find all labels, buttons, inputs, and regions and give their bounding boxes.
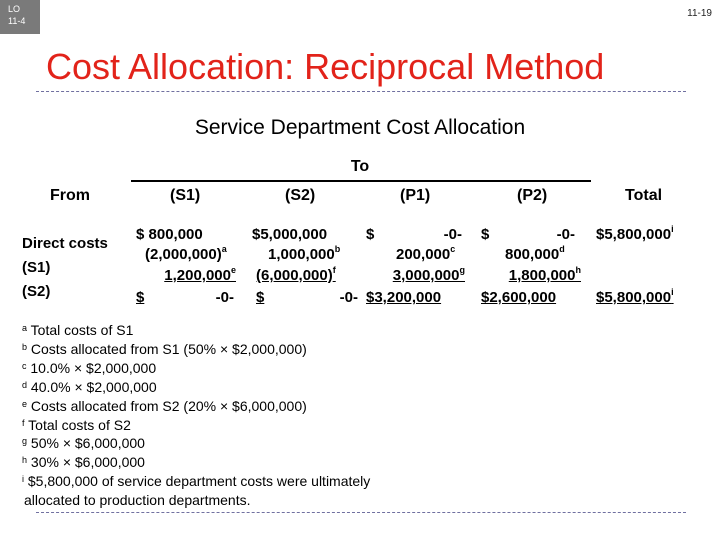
footnote-b: b Costs allocated from S1 (50% × $2,000,… <box>22 340 307 357</box>
s2-ending-balance: $ -0- <box>256 289 358 306</box>
footnote-c: c 10.0% × $2,000,000 <box>22 359 157 376</box>
page-number: 11-19 <box>687 8 712 19</box>
lo-label: LO <box>8 4 21 14</box>
footer-divider <box>36 512 686 513</box>
p2-total: $2,600,000 <box>481 289 557 306</box>
footnote-a: a Total costs of S1 <box>22 322 134 338</box>
s2-direct-cost: $5,000,000 <box>252 226 328 243</box>
p1-total: $3,200,000 <box>366 289 442 306</box>
to-underline <box>131 180 591 182</box>
s1-allocated-from-s2: 1,200,000e <box>164 265 236 284</box>
title-divider <box>36 91 686 92</box>
lo-number: 11-4 <box>8 16 26 26</box>
footnote-i: i $5,800,000 of service department costs… <box>22 473 371 490</box>
p2-allocated-from-s2: 1,800,000h <box>508 265 581 284</box>
table-subtitle: Service Department Cost Allocation <box>194 116 526 139</box>
p2-allocated-from-s1: 800,000d <box>505 244 565 263</box>
total-allocated: $5,800,000i <box>596 287 674 306</box>
footnote-g: g 50% × $6,000,000 <box>22 435 145 452</box>
row-label-s2: (S2) <box>22 283 51 300</box>
row-label-direct-costs: Direct costs <box>22 235 108 252</box>
p2-direct-cost: $ -0- <box>481 226 575 243</box>
s2-allocated-from-s2: (6,000,000)f <box>256 265 336 284</box>
footnote-d: d 40.0% × $2,000,000 <box>22 378 157 395</box>
footnote-h: h 30% × $6,000,000 <box>22 454 145 471</box>
col-header-p2: (P2) <box>517 187 548 204</box>
lo-badge: LO 11-4 <box>0 0 40 34</box>
p1-direct-cost: $ -0- <box>366 226 462 243</box>
slide-title: Cost Allocation: Reciprocal Method <box>46 46 605 87</box>
p1-allocated-from-s2: 3,000,000g <box>392 265 465 284</box>
s1-direct-cost: $ 800,000 <box>136 226 203 243</box>
to-label: To <box>350 158 370 175</box>
s1-allocated-from-s1: (2,000,000)a <box>145 244 227 263</box>
col-header-p1: (P1) <box>400 187 431 204</box>
footnote-i-continuation: allocated to production departments. <box>24 492 251 509</box>
from-header: From <box>50 187 90 204</box>
row-label-s1: (S1) <box>22 259 51 276</box>
footnotes: a Total costs of S1 b Costs allocated fr… <box>22 321 370 510</box>
p1-allocated-from-s1: 200,000c <box>396 244 456 263</box>
footnote-f: f Total costs of S2 <box>22 416 131 433</box>
s2-allocated-from-s1: 1,000,000b <box>268 244 341 263</box>
footnote-e: e Costs allocated from S2 (20% × $6,000,… <box>22 397 307 414</box>
s1-ending-balance: $ -0- <box>136 289 234 306</box>
total-direct-cost: $5,800,000i <box>596 224 674 243</box>
col-header-s2: (S2) <box>285 187 316 204</box>
col-header-total: Total <box>625 187 663 204</box>
col-header-s1: (S1) <box>170 187 201 204</box>
